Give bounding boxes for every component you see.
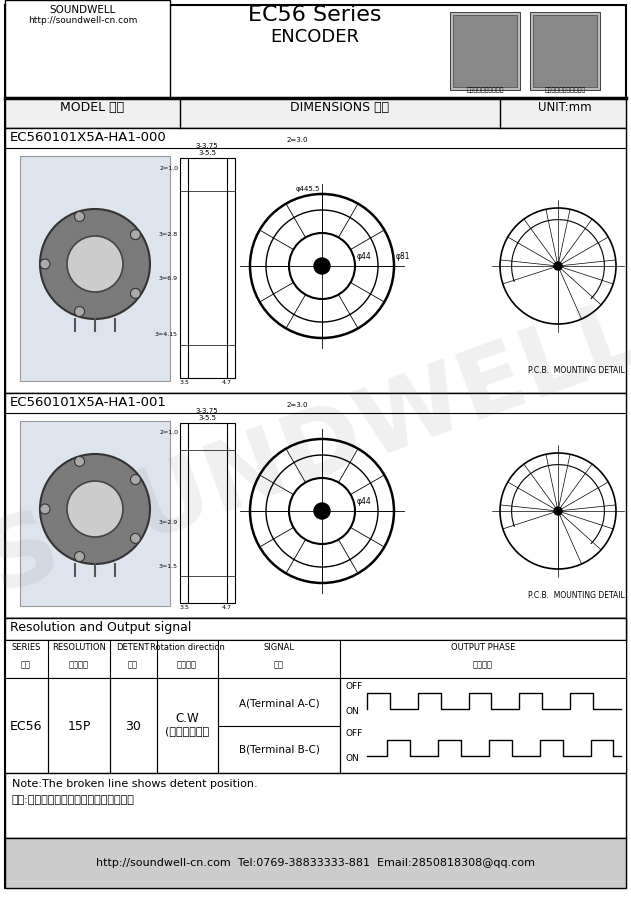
Circle shape (40, 209, 150, 319)
Text: 3.5: 3.5 (179, 605, 189, 610)
Text: SERIES: SERIES (11, 643, 40, 652)
Circle shape (67, 481, 123, 537)
Bar (5, 98, 626, 128)
Text: ON: ON (345, 707, 359, 716)
Text: 3=1.5: 3=1.5 (159, 565, 178, 569)
Circle shape (131, 230, 141, 240)
Circle shape (40, 259, 50, 269)
Bar (5, 618, 626, 640)
Text: EC560101X5A-HA1-000: EC560101X5A-HA1-000 (10, 131, 167, 144)
Text: Note:The broken line shows detent position.: Note:The broken line shows detent positi… (12, 779, 257, 789)
Text: A(Terminal A-C): A(Terminal A-C) (239, 698, 319, 708)
Text: 3-3.75: 3-3.75 (196, 143, 218, 149)
Text: EC56: EC56 (9, 719, 42, 733)
Text: OFF: OFF (345, 682, 362, 691)
Text: φ81: φ81 (396, 252, 411, 261)
Text: Resolution and Output signal: Resolution and Output signal (10, 621, 191, 634)
Text: MODEL 品名: MODEL 品名 (60, 101, 124, 114)
Text: Rotation direction: Rotation direction (150, 643, 225, 652)
Text: 2=1.0: 2=1.0 (159, 165, 178, 171)
Text: DETENT: DETENT (116, 643, 150, 652)
Text: SOUNDWELL: SOUNDWELL (0, 287, 631, 611)
Text: 3=2.8: 3=2.8 (159, 233, 178, 237)
Circle shape (67, 236, 123, 292)
Bar (5, 393, 626, 618)
Text: EC56 Series: EC56 Series (248, 5, 382, 25)
Circle shape (40, 504, 50, 514)
Circle shape (131, 475, 141, 485)
Text: 4.7: 4.7 (222, 380, 232, 385)
Text: 分解能力: 分解能力 (69, 660, 89, 669)
Bar (5, 838, 626, 888)
Text: 2=1.0: 2=1.0 (159, 430, 178, 436)
Text: http://soundwell-cn.com: http://soundwell-cn.com (28, 16, 138, 25)
Circle shape (74, 456, 85, 466)
Text: P.C.B.  MOUNTING DETAIL: P.C.B. MOUNTING DETAIL (528, 366, 625, 375)
Bar (530, 12, 600, 90)
Text: C.W: C.W (175, 711, 199, 725)
Text: 30: 30 (125, 719, 141, 733)
Circle shape (554, 507, 562, 515)
Text: 3=2.9: 3=2.9 (159, 520, 178, 524)
Circle shape (74, 306, 85, 317)
Text: UNIT:mm: UNIT:mm (538, 101, 592, 114)
Text: SIGNAL: SIGNAL (264, 643, 295, 652)
Text: 2=3.0: 2=3.0 (286, 402, 308, 408)
Text: φ44: φ44 (357, 252, 372, 261)
Text: ON: ON (345, 754, 359, 763)
Bar (5, 618, 626, 773)
Bar (453, 15, 517, 87)
Text: P.C.B.  MOUNTING DETAIL: P.C.B. MOUNTING DETAIL (528, 591, 625, 600)
Bar (5, 773, 626, 838)
Bar (5, 678, 626, 773)
Text: 定位: 定位 (128, 660, 138, 669)
Bar (5, 0, 170, 98)
Text: 3-5.5: 3-5.5 (198, 150, 216, 156)
Text: http://soundwell-cn.com  Tel:0769-38833333-881  Email:2850818308@qq.com: http://soundwell-cn.com Tel:0769-3883333… (95, 858, 534, 868)
Text: (順时针方向）: (順时针方向） (165, 726, 209, 736)
Text: 3-3.75: 3-3.75 (196, 408, 218, 414)
Text: OUTPUT PHASE: OUTPUT PHASE (451, 643, 515, 652)
Text: 输出波形: 输出波形 (473, 660, 493, 669)
Circle shape (131, 288, 141, 298)
Text: 升威官网，发现更多产品: 升威官网，发现更多产品 (545, 87, 586, 93)
Text: B(Terminal B-C): B(Terminal B-C) (239, 744, 319, 754)
Text: 3-5.5: 3-5.5 (198, 415, 216, 421)
Bar (20, 421, 170, 606)
Bar (20, 156, 170, 381)
Text: OFF: OFF (345, 729, 362, 738)
Text: 注明:虚线表示带卡点装置的卡点处位置。: 注明:虚线表示带卡点装置的卡点处位置。 (12, 795, 135, 805)
Bar (533, 15, 597, 87)
Text: 3=6.9: 3=6.9 (159, 277, 178, 281)
Text: 3=4.15: 3=4.15 (155, 331, 178, 337)
Text: 3.5: 3.5 (179, 380, 189, 385)
Circle shape (554, 262, 562, 270)
Bar (450, 12, 520, 90)
Text: φ445.5: φ445.5 (296, 186, 320, 192)
Bar (5, 128, 626, 393)
Text: ENCODER: ENCODER (271, 28, 360, 46)
Circle shape (314, 258, 330, 274)
Bar (180, 158, 235, 378)
Circle shape (40, 454, 150, 564)
Text: 2=3.0: 2=3.0 (286, 137, 308, 143)
Text: EC560101X5A-HA1-001: EC560101X5A-HA1-001 (10, 396, 167, 409)
Text: DIMENSIONS 尺寸: DIMENSIONS 尺寸 (290, 101, 389, 114)
Circle shape (131, 533, 141, 543)
Text: SOUNDWELL: SOUNDWELL (50, 5, 116, 15)
Bar (5, 640, 626, 678)
Text: 系列: 系列 (21, 660, 31, 669)
Circle shape (74, 211, 85, 222)
Circle shape (314, 503, 330, 519)
Circle shape (74, 551, 85, 561)
Text: 15P: 15P (68, 719, 91, 733)
Text: 企业微信，扫码有惊喜: 企业微信，扫码有惊喜 (466, 87, 504, 93)
Text: RESOLUTION: RESOLUTION (52, 643, 106, 652)
Text: 4.7: 4.7 (222, 605, 232, 610)
Text: 旋转方向: 旋转方向 (177, 660, 197, 669)
Text: 信号: 信号 (274, 660, 284, 669)
Bar (180, 423, 235, 603)
Text: φ44: φ44 (357, 497, 372, 506)
